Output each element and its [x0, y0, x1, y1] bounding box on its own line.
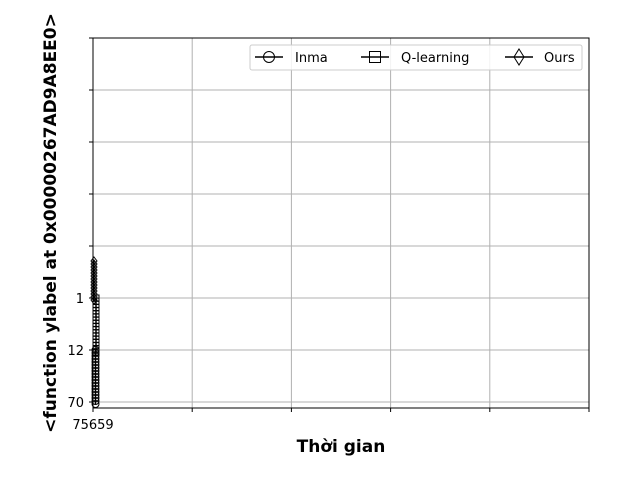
x-axis-label: Thời gian [297, 437, 386, 457]
data-point [90, 256, 98, 266]
data-point [90, 289, 98, 299]
data-point [91, 385, 100, 393]
series-ours [90, 256, 98, 305]
y-axis: 70 12 1 [67, 37, 93, 411]
legend-label-q-learning: Q-learning [401, 51, 469, 66]
data-point [91, 361, 100, 369]
data-point [90, 286, 98, 296]
data-point [91, 394, 100, 402]
data-point [90, 283, 98, 293]
data-point [91, 358, 100, 366]
legend-marker-q-learning [369, 51, 381, 63]
series-layer [90, 256, 100, 408]
legend-frame [249, 44, 583, 71]
legend-label-inma: Inma [295, 51, 328, 66]
data-point [91, 352, 100, 360]
y-axis-label: <function ylabel at 0x00000267AD9A8EE0> [41, 13, 61, 433]
data-point [91, 391, 100, 399]
data-point [90, 292, 98, 302]
data-point [90, 295, 98, 305]
data-point [90, 274, 98, 284]
data-point [90, 265, 98, 275]
x-axis: 75659 [72, 408, 590, 433]
data-point [91, 397, 100, 405]
data-point [90, 262, 98, 272]
data-point [90, 271, 98, 281]
data-point [91, 388, 100, 396]
legend-marker-ours [513, 48, 525, 66]
legend: Inma Q-learning Ours [249, 44, 583, 71]
plot-frame [92, 37, 590, 409]
legend-entry-inma: Inma [255, 51, 328, 66]
grid-lines [93, 38, 589, 408]
data-point [91, 364, 100, 372]
data-point [91, 382, 100, 390]
legend-marker-inma [263, 51, 275, 63]
legend-label-ours: Ours [544, 51, 575, 66]
data-point [91, 373, 100, 381]
legend-entry-ours: Ours [505, 48, 575, 66]
data-point [90, 277, 98, 287]
data-point [91, 379, 100, 387]
data-point [90, 259, 98, 269]
x-tick-label: 75659 [72, 418, 113, 433]
legend-entry-q-learning: Q-learning [361, 51, 469, 66]
data-point [90, 268, 98, 278]
data-point [91, 367, 100, 375]
y-tick-label: 12 [67, 344, 84, 359]
y-tick-label: 1 [76, 292, 84, 307]
y-tick-label: 70 [67, 396, 84, 411]
data-point [90, 280, 98, 290]
data-point [91, 370, 100, 378]
data-point [91, 376, 100, 384]
